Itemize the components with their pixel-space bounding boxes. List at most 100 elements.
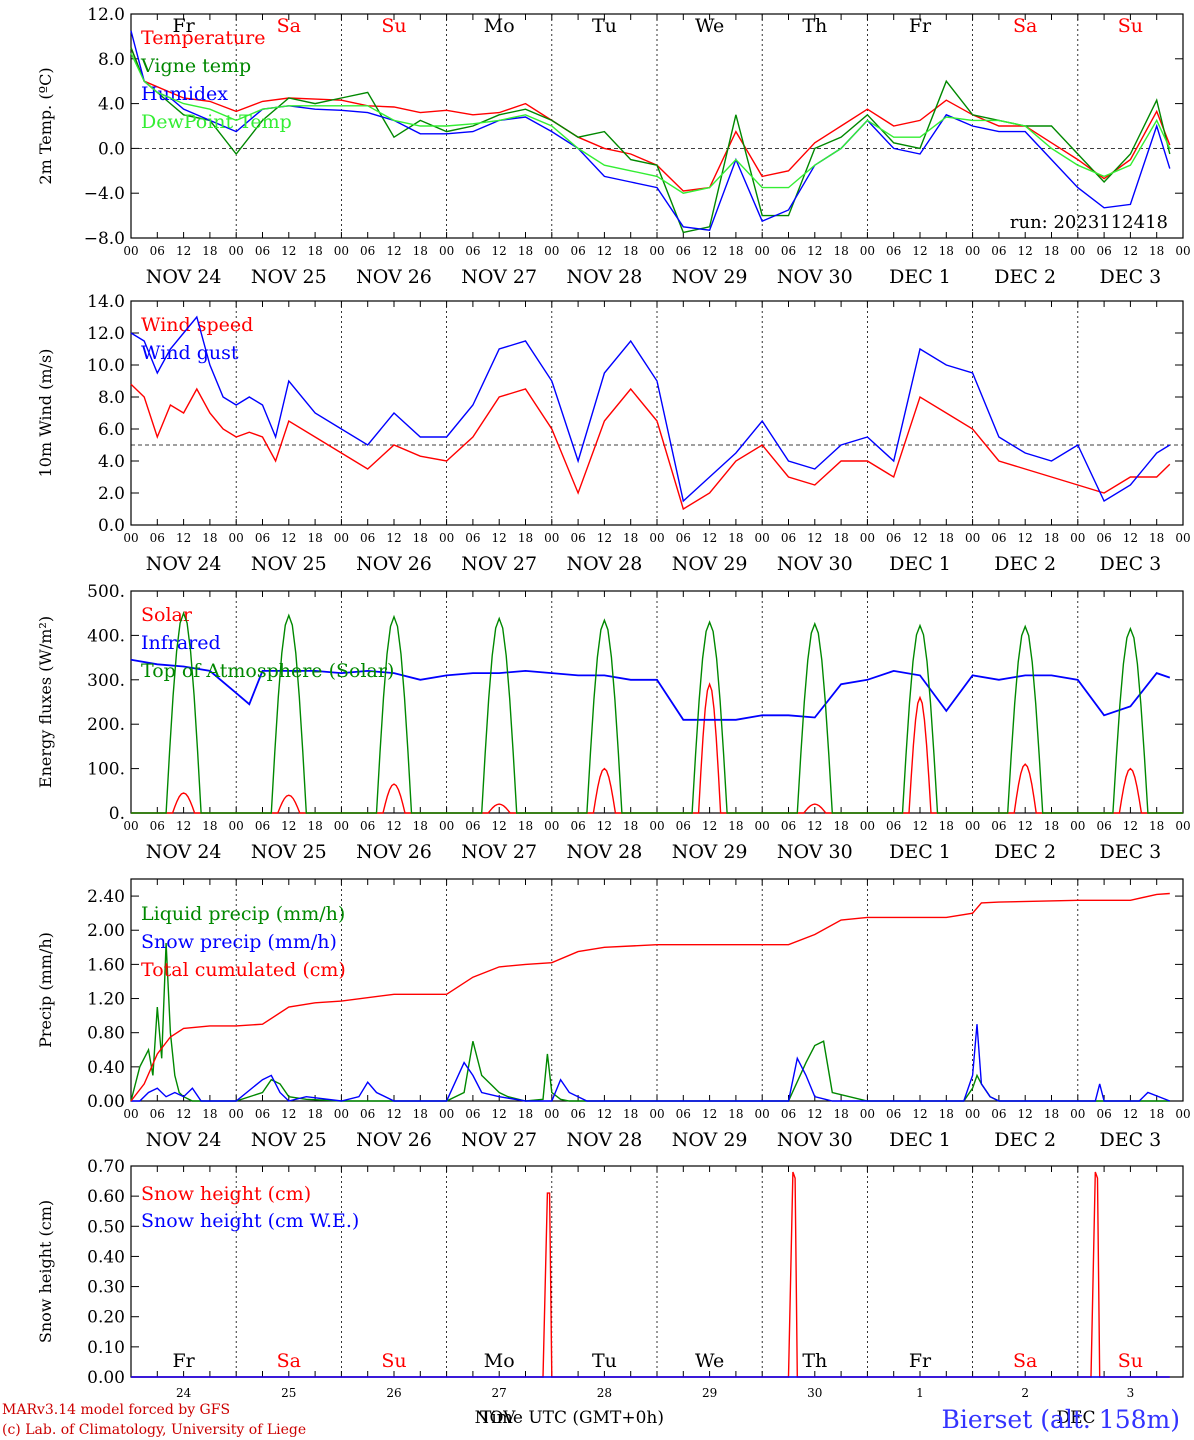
day-name: Fr [172,15,195,37]
hour-label: 00 [1070,819,1085,833]
day-name: Tu [592,1350,617,1372]
hour-label: 18 [728,244,743,258]
hour-label: 18 [518,531,533,545]
legend-entry: DewPoint Temp [141,111,292,133]
hour-label: 06 [255,244,270,258]
panel-energy: 500. 400. 300. 200. 100. 0. Energy fluxes (W/m… [36,582,1191,863]
day-name: We [695,1350,724,1372]
hour-label: 06 [886,244,901,258]
series-line-wind-0 [130,383,1171,511]
day-name: We [695,15,724,37]
y-tick-label: 0.0 [98,139,125,159]
day-number: 30 [807,1386,822,1400]
day-number: 1 [916,1386,924,1400]
day-name: Th [802,15,827,37]
hour-label: 00 [965,819,980,833]
y-tick-label: 0.70 [87,1157,125,1177]
date-label: NOV 25 [251,266,327,288]
hour-label: 12 [597,1107,612,1121]
day-number: 28 [597,1386,612,1400]
station-label: Bierset (alt. 158m) [941,1405,1180,1434]
hour-label: 00 [334,1107,349,1121]
series-line-energy-2 [131,611,1183,814]
day-name: Su [381,1350,406,1372]
hour-label: 06 [1096,1107,1111,1121]
day-name: Mo [484,1350,515,1372]
hour-label: 18 [307,1107,322,1121]
date-label: NOV 28 [566,266,642,288]
day-number: 26 [386,1386,401,1400]
hour-label: 00 [439,819,454,833]
hour-label: 06 [991,1107,1006,1121]
hour-label: 12 [281,1107,296,1121]
y-tick-label: 12.0 [87,5,125,25]
y-tick-label: 1.20 [87,990,125,1010]
x-axis-label: Time UTC (GMT+0h) [480,1408,664,1428]
hour-label: 06 [570,244,585,258]
hour-label: 12 [386,819,401,833]
hour-label: 06 [255,1107,270,1121]
series-line-snow-0 [131,1171,1170,1378]
hour-label: 12 [492,244,507,258]
hour-label: 00 [649,244,664,258]
y-tick-label: 8.0 [98,388,125,408]
hour-label: 18 [939,244,954,258]
date-label: NOV 29 [672,1129,748,1151]
hour-label: 18 [1044,819,1059,833]
hour-label: 06 [676,1107,691,1121]
hour-label: 12 [1018,531,1033,545]
date-label: NOV 27 [461,841,537,863]
panel-wind: 14.0 12.0 10.0 8.0 6.0 4.0 2.0 0.0 10m Wind (m/s… [36,292,1191,575]
date-label: NOV 30 [777,266,853,288]
hour-label: 18 [1149,531,1164,545]
hour-label: 12 [912,1107,927,1121]
y-tick-label: 12.0 [87,324,125,344]
date-label: DEC 1 [889,266,951,288]
date-label: DEC 1 [889,841,951,863]
hour-label: 06 [465,1107,480,1121]
hour-label: 00 [860,819,875,833]
hour-label: 12 [492,819,507,833]
hour-label: 18 [307,819,322,833]
hour-label: 12 [1018,1107,1033,1121]
hour-label: 06 [150,819,165,833]
y-tick-label: 0.40 [87,1058,125,1078]
y-tick-label: 0.40 [87,1247,125,1267]
date-label: NOV 28 [566,1129,642,1151]
date-label: NOV 26 [356,266,432,288]
series-line-precip-2 [130,892,1170,1102]
date-label: NOV 29 [672,841,748,863]
date-label: NOV 29 [672,553,748,575]
hour-label: 18 [833,1107,848,1121]
hour-label: 18 [1044,1107,1059,1121]
hour-label: 12 [492,531,507,545]
date-label: NOV 27 [461,1129,537,1151]
day-name: Tu [592,15,617,37]
legend-entry: Vigne temp [140,55,251,77]
hour-label: 18 [728,531,743,545]
y-tick-label: 2.00 [87,921,125,941]
hour-label: 00 [649,819,664,833]
day-name: Su [381,15,406,37]
hour-label: 00 [965,244,980,258]
y-tick-label: 0.30 [87,1278,125,1298]
hour-label: 00 [229,531,244,545]
series-line-temperature-0 [130,47,1171,192]
day-number: 25 [281,1386,296,1400]
date-label: NOV 27 [461,553,537,575]
hour-label: 06 [360,1107,375,1121]
hour-label: 00 [860,531,875,545]
hour-label: 00 [755,1107,770,1121]
date-label: NOV 26 [356,553,432,575]
date-label: NOV 28 [566,841,642,863]
hour-label: 12 [912,531,927,545]
hour-label: 12 [702,531,717,545]
hour-label: 06 [676,531,691,545]
hour-label: 06 [360,244,375,258]
hour-label: 00 [755,819,770,833]
hour-label: 12 [1018,819,1033,833]
date-label: NOV 25 [251,841,327,863]
day-number: 2 [1021,1386,1029,1400]
legend-entry: Temperature [141,27,265,49]
hour-label: 00 [123,244,138,258]
